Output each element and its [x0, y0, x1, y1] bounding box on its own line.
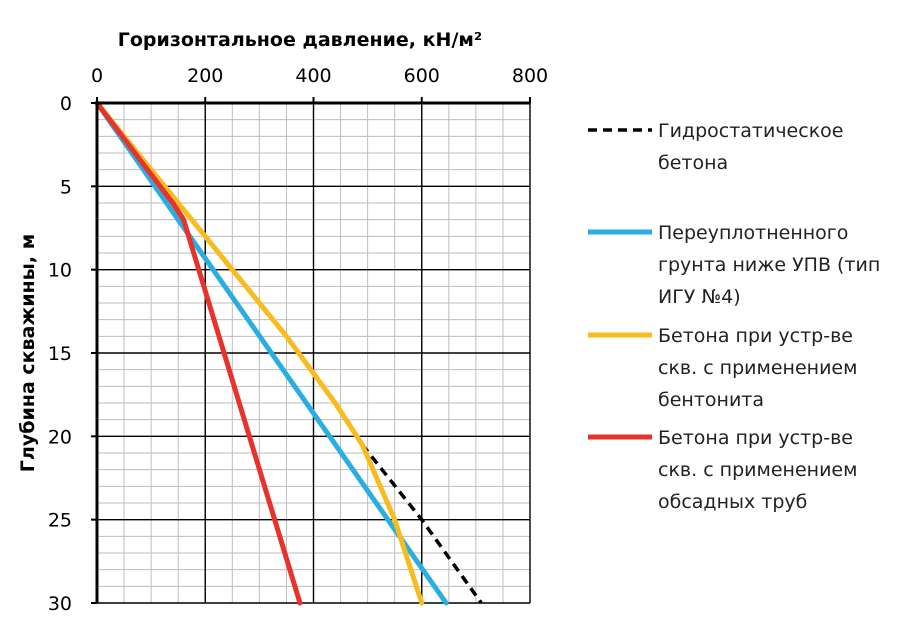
series-layer	[94, 100, 483, 606]
legend-label-3: бентонита	[658, 389, 764, 411]
y-tick-label: 20	[48, 426, 72, 448]
legend-label-4: скв. с применением	[658, 459, 857, 481]
x-tick-label: 200	[187, 65, 223, 87]
series-line-3	[94, 100, 425, 606]
y-tick-label: 25	[48, 510, 72, 532]
axes-layer	[91, 97, 531, 604]
x-tick-label: 400	[295, 65, 331, 87]
legend-label-1: Гидростатическое	[658, 120, 843, 142]
legend: Гидростатическое бетона Переуплотненного гр…	[588, 120, 880, 513]
legend-label-4: Бетона при устр-ве	[658, 427, 853, 449]
major-gridlines	[96, 102, 531, 604]
legend-label-3: Бетона при устр-ве	[658, 325, 853, 347]
legend-label-4: обсадных труб	[658, 491, 807, 513]
legend-label-3: скв. с применением	[658, 357, 857, 379]
legend-label-1: бетона	[658, 152, 728, 174]
legend-label-2: грунта ниже УПВ (тип	[658, 254, 880, 276]
legend-label-2: Переуплотненного	[658, 222, 848, 244]
x-axis-title: Горизонтальное давление, кН/м²	[118, 29, 482, 51]
y-tick-label: 5	[60, 176, 72, 198]
y-tick-label: 15	[48, 343, 72, 365]
x-tick-label: 0	[91, 65, 103, 87]
y-tick-label: 10	[48, 260, 72, 282]
series-line-1	[360, 443, 483, 605]
legend-label-2: ИГУ №4)	[658, 286, 741, 308]
y-tick-label: 0	[60, 93, 72, 115]
x-tick-label: 600	[404, 65, 440, 87]
y-axis-title: Глубина скважины, м	[17, 234, 39, 472]
x-tick-label: 800	[512, 65, 548, 87]
y-tick-label: 30	[48, 593, 72, 615]
series-line-4	[94, 100, 303, 606]
tick-labels: 0 200 400 600 800 0 5 10 15 20 25 30	[48, 65, 548, 615]
